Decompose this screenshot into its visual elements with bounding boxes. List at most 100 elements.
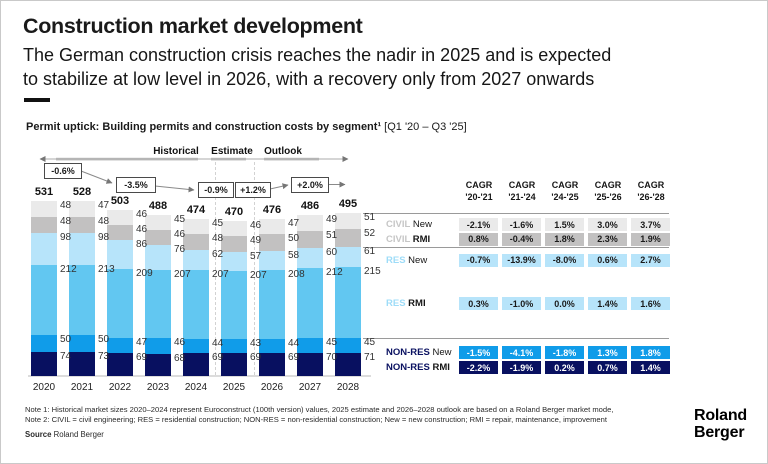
page-title: Construction market development — [23, 14, 363, 38]
segment-value-res-rmi: 213 — [98, 264, 115, 276]
page-subtitle: The German construction crisis reaches t… — [23, 43, 611, 91]
cagr-header-label: CAGR — [551, 180, 579, 190]
bar-segment-res-rmi — [183, 270, 209, 339]
phase-label-historical: Historical — [153, 146, 199, 157]
cagr-chip: -2.2% — [459, 361, 498, 374]
logo-line-2: Berger — [693, 423, 745, 441]
segment-value-res-rmi: 207 — [174, 269, 191, 281]
cagr-chip: -1.9% — [502, 361, 541, 374]
growth-box-5: +2.0% — [291, 177, 329, 193]
segment-value-non-res-rmi: 69 — [136, 352, 148, 364]
subtitle-line-2: to stabilize at low level in 2026, with … — [23, 69, 595, 89]
bar-segment-civil-rmi — [107, 225, 133, 241]
segment-value-res-new: 58 — [288, 249, 300, 261]
axis-label-year: 2024 — [184, 382, 208, 393]
cagr-chip: 2.3% — [588, 232, 627, 246]
cagr-chip: 2.7% — [631, 253, 670, 267]
bar-segment-civil-rmi — [335, 229, 361, 247]
bar-segment-non-res-new — [335, 337, 361, 353]
segment-value-res-new: 98 — [98, 231, 110, 243]
segment-value-non-res-new: 46 — [174, 337, 186, 349]
cagr-chip: 0.0% — [545, 297, 584, 310]
footnotes: Note 1: Historical market sizes 2020–202… — [25, 405, 665, 424]
growth-box-1: -0.6% — [44, 163, 82, 179]
row-label-prefix: CIVIL — [386, 233, 411, 245]
row-label-suffix: New — [429, 347, 452, 358]
growth-box-2: -3.5% — [116, 177, 156, 193]
bar-segment-non-res-rmi — [335, 352, 361, 376]
segment-value-non-res-rmi: 70 — [326, 351, 338, 363]
chart-heading-range: [Q1 '20 – Q3 '25] — [381, 121, 467, 133]
cagr-chip: -8.0% — [545, 253, 584, 267]
bar-segment-civil-new — [31, 201, 57, 217]
bar-segment-non-res-new — [69, 335, 95, 352]
segment-value-civil-rmi: 52 — [364, 228, 376, 240]
bar-segment-res-new — [145, 244, 171, 271]
bar-segment-res-rmi — [69, 265, 95, 336]
segment-value-civil-new: 49 — [326, 214, 338, 226]
segment-value-non-res-new: 44 — [288, 337, 300, 349]
segment-value-non-res-rmi: 69 — [250, 352, 262, 364]
table-separator-1 — [363, 213, 669, 214]
bar-segment-res-rmi — [145, 270, 171, 339]
x-axis-line — [28, 375, 371, 377]
axis-label-year: 2028 — [336, 382, 360, 393]
segment-value-non-res-new: 50 — [60, 334, 72, 346]
bar-segment-res-rmi — [221, 270, 247, 340]
segment-value-res-rmi: 212 — [60, 264, 77, 276]
table-separator-3 — [363, 338, 669, 339]
cagr-chip: -1.6% — [502, 218, 541, 231]
bar-total: 528 — [72, 186, 92, 199]
outlook-span-bar — [264, 157, 319, 161]
segment-value-res-rmi: 212 — [326, 267, 343, 279]
segment-value-res-rmi: 215 — [364, 265, 381, 277]
cagr-chip: 1.8% — [631, 346, 670, 359]
growth-connector-1 — [80, 170, 113, 184]
growth-box-4: +1.2% — [235, 182, 271, 198]
cagr-header-label: CAGR — [637, 180, 665, 190]
row-label-prefix: NON-RES — [386, 347, 430, 358]
subtitle-line-1: The German construction crisis reaches t… — [23, 45, 612, 65]
segment-value-res-rmi: 208 — [288, 269, 305, 281]
segment-value-res-new: 76 — [174, 243, 186, 255]
segment-value-res-new: 62 — [212, 248, 224, 260]
logo-line-1: Roland — [693, 407, 747, 424]
cagr-chip: -1.8% — [545, 346, 584, 359]
segment-value-res-rmi: 209 — [136, 267, 153, 279]
table-separator-2 — [363, 247, 669, 248]
segment-value-civil-new: 45 — [174, 213, 186, 225]
bar-segment-res-new — [221, 251, 247, 271]
cagr-chip: 1.4% — [588, 297, 627, 310]
axis-label-year: 2023 — [146, 382, 170, 393]
segment-value-civil-rmi: 46 — [174, 228, 186, 240]
bar-segment-res-new — [335, 246, 361, 267]
row-label-res-new: RES New — [386, 255, 427, 266]
growth-box-3: -0.9% — [198, 182, 234, 198]
segment-value-civil-new: 48 — [60, 200, 72, 212]
cagr-chip: 1.8% — [545, 232, 584, 246]
source-line: Source Roland Berger — [25, 430, 104, 439]
bar-segment-res-new — [31, 232, 57, 266]
axis-label-year: 2021 — [70, 382, 94, 393]
bar-segment-civil-new — [297, 215, 323, 232]
row-label-prefix: NON-RES — [386, 362, 430, 373]
cagr-chip: -13.9% — [502, 253, 541, 267]
row-label-suffix: RMI — [405, 298, 426, 309]
row-label-res-rmi: RES RMI — [386, 298, 426, 309]
cagr-header-label: CAGR — [465, 180, 493, 190]
segment-value-civil-rmi: 48 — [60, 215, 72, 227]
bar-segment-non-res-new — [183, 338, 209, 354]
segment-value-res-new: 60 — [326, 247, 338, 259]
cagr-header-range: '26-'28 — [637, 192, 665, 202]
row-label-suffix: RMI — [429, 362, 450, 373]
segment-value-civil-rmi: 48 — [212, 233, 224, 245]
cagr-chip: 3.0% — [588, 218, 627, 231]
bar-total: 486 — [300, 200, 320, 213]
bar-segment-civil-new — [183, 219, 209, 235]
segment-value-res-rmi: 207 — [250, 269, 267, 281]
bar-segment-res-rmi — [107, 268, 133, 338]
row-label-non-res-new: NON-RES New — [386, 347, 451, 358]
source-label: Source — [25, 430, 52, 439]
bar-segment-res-new — [183, 249, 209, 271]
bar-segment-res-new — [69, 232, 95, 266]
